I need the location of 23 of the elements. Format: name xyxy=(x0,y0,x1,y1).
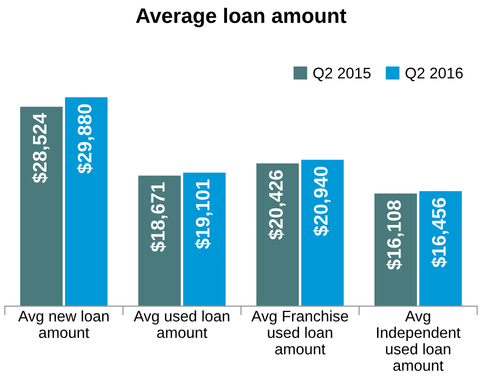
x-tick-label: Avg Independent used loan amount xyxy=(377,310,461,371)
bar xyxy=(256,163,299,306)
data-label: $16,456 xyxy=(431,198,449,268)
bar xyxy=(374,194,417,306)
data-label: $16,108 xyxy=(386,200,404,270)
data-label: $19,101 xyxy=(194,179,212,249)
chart-title: Average loan amount xyxy=(136,8,346,28)
x-tick-label: Avg used loan amount xyxy=(134,310,230,338)
x-tick-label: Avg Franchise used loan amount xyxy=(251,310,348,354)
data-label: $20,426 xyxy=(268,170,286,240)
bar xyxy=(138,176,181,306)
data-label: $28,524 xyxy=(32,113,50,183)
x-tick-label: Avg new loan amount xyxy=(18,310,109,338)
legend-label: Q2 2016 xyxy=(406,68,463,82)
bar xyxy=(65,97,108,306)
bar xyxy=(419,191,462,306)
data-label: $18,671 xyxy=(150,182,168,252)
bar xyxy=(20,106,63,306)
data-label: $29,880 xyxy=(76,104,94,174)
legend-label: Q2 2015 xyxy=(313,68,371,82)
bar xyxy=(183,172,226,306)
data-label: $20,940 xyxy=(313,166,331,236)
bar xyxy=(301,160,344,306)
